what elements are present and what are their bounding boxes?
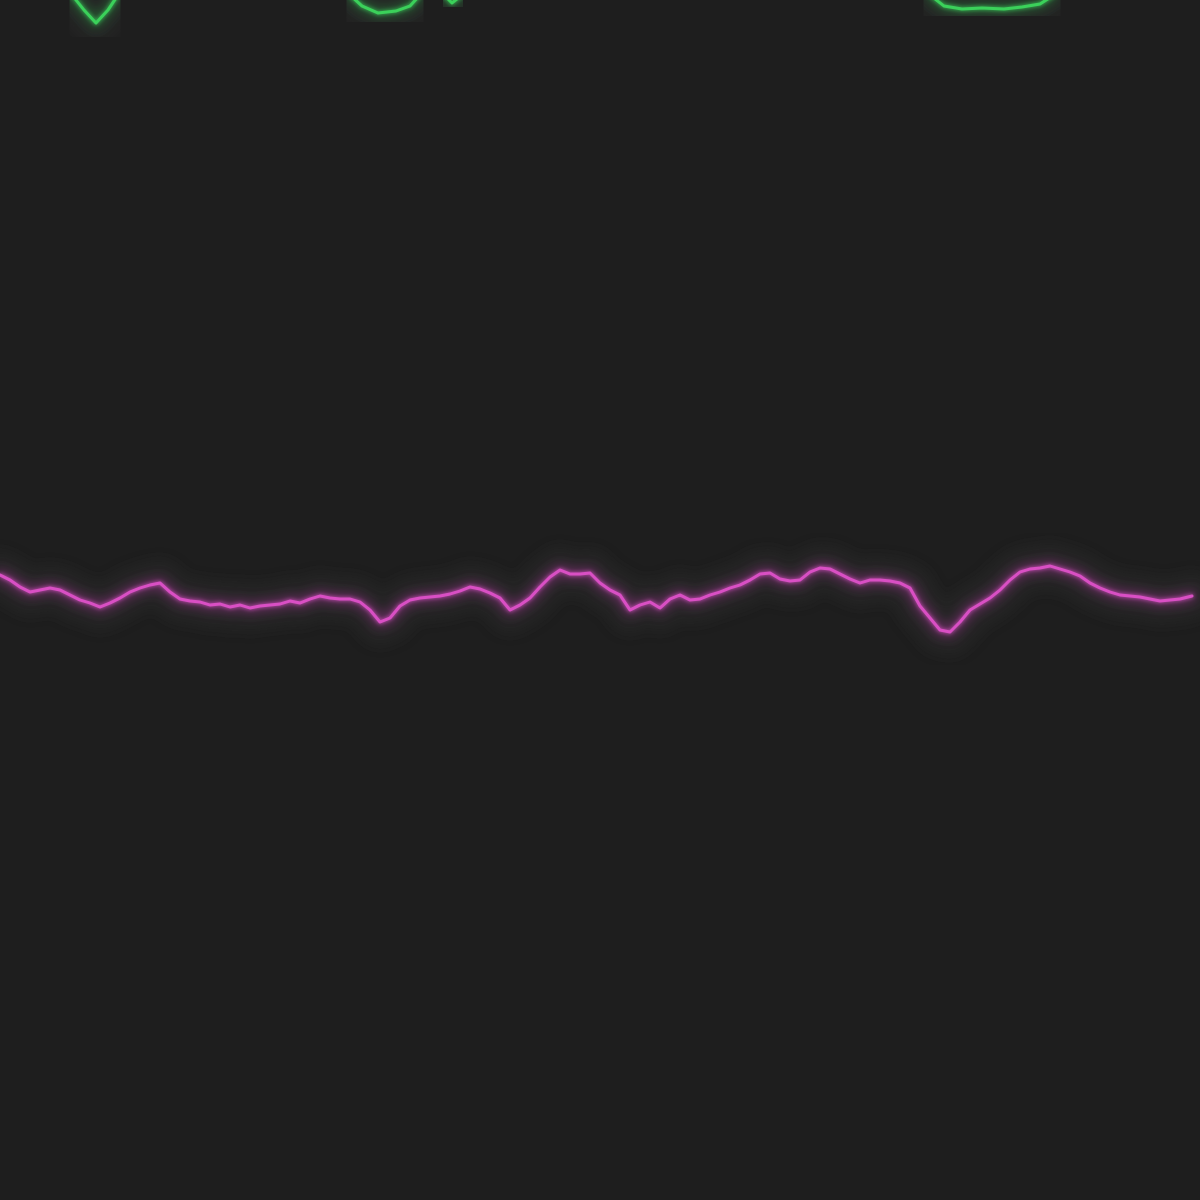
series-lines: [0, 0, 1194, 634]
uncertainty-bands: [0, 0, 1200, 655]
series-0-line-3: [933, 0, 1049, 11]
series-1-line-0: [0, 564, 1194, 634]
series-0-line-2: [446, 0, 459, 5]
series-0-line-0: [74, 0, 117, 25]
series-0-line-1: [353, 0, 418, 15]
